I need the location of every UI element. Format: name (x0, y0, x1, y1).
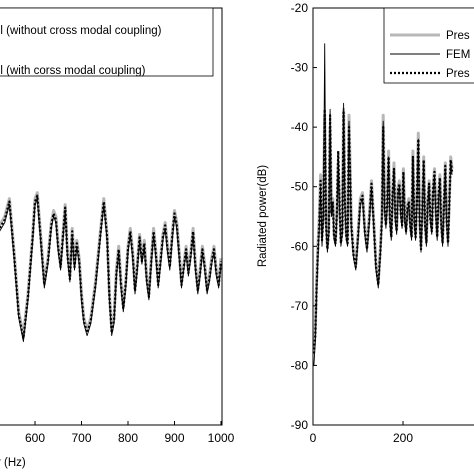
x-tick-label: 900 (164, 431, 184, 445)
x-tick-label: 0 (310, 431, 317, 445)
y-tick-label: -70 (291, 299, 309, 313)
right-chart: -20 -30 -40 -50 -60 -70 -80 -90 0 200 Radiated p… (257, 1, 474, 445)
left-legend-box (0, 7, 214, 77)
right-legend: Pres FEM Pres (383, 7, 474, 84)
x-tick-label: 800 (118, 431, 138, 445)
left-legend: el (without cross modal coupling) el (wi… (0, 7, 214, 77)
right-legend-item-1: Pres (446, 30, 470, 42)
left-legend-item-1: el (without cross modal coupling) (0, 25, 162, 37)
left-chart: 600 700 800 900 1000 r (Hz) el (without cros… (0, 7, 235, 469)
y-tick-label: -20 (291, 1, 309, 15)
left-x-ticks: 600 700 800 900 1000 (25, 421, 235, 445)
y-tick-label: -30 (291, 61, 309, 75)
y-tick-label: -90 (291, 418, 309, 432)
x-tick-label: 1000 (208, 431, 235, 445)
right-legend-item-3: Pres (446, 68, 470, 80)
right-x-ticks: 0 200 (310, 421, 413, 445)
x-tick-label: 700 (71, 431, 91, 445)
y-tick-label: -80 (291, 358, 309, 372)
x-tick-label: 600 (25, 431, 45, 445)
right-series-group (313, 43, 454, 366)
y-tick-label: -50 (291, 180, 309, 194)
left-series-group (0, 191, 222, 343)
right-y-ticks: -20 -30 -40 -50 -60 -70 -80 -90 (291, 1, 317, 432)
y-tick-label: -60 (291, 239, 309, 253)
series-line-dotted (313, 108, 454, 354)
y-tick-label: -40 (291, 120, 309, 134)
left-legend-item-2: el (with corss modal coupling) (0, 65, 146, 77)
right-legend-box (383, 7, 474, 84)
right-legend-item-2: FEM (446, 49, 470, 61)
x-tick-label: 200 (393, 431, 413, 445)
left-x-axis-label: r (Hz) (0, 457, 26, 469)
right-y-axis-label: Radiated power(dB) (257, 165, 269, 267)
